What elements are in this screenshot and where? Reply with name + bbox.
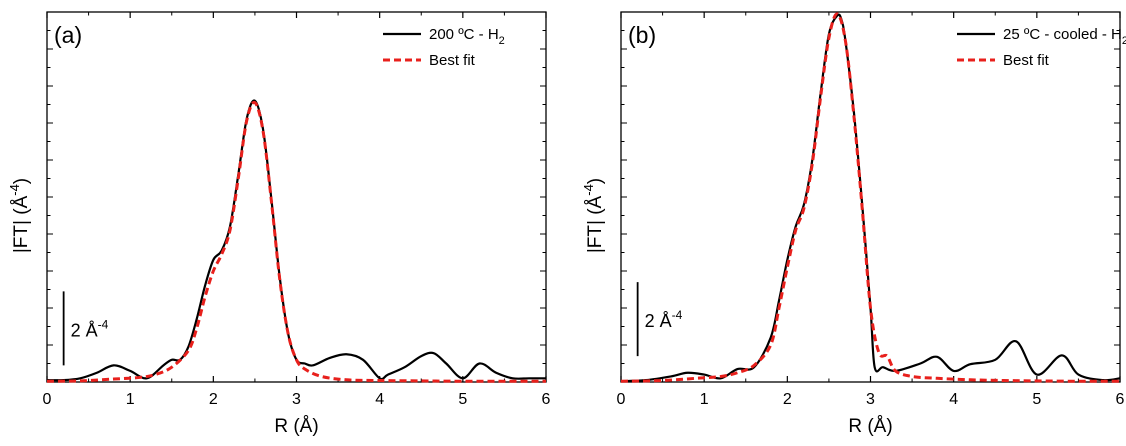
scale-bar-label-sup: -4: [672, 308, 683, 322]
x-tick-label: 0: [43, 391, 52, 408]
chart-panel-b: 0 1 2 3 4 5 6R (Å)|FT| (Å-4)(b)2 Å-425 ºC - co…: [581, 11, 1126, 437]
y-axis-label-text: |FT| (Å: [585, 195, 606, 253]
series-line-data: [46, 99, 546, 382]
y-axis-label: |FT| (Å-4): [581, 178, 606, 253]
x-tick-label: 2: [209, 391, 218, 408]
panel-label: (a): [54, 22, 82, 48]
x-tick-label: 3: [866, 391, 875, 408]
legend-entry-text: 200 ºC - H: [429, 26, 499, 43]
x-tick-label: 3: [292, 391, 301, 408]
x-tick-label: 2: [783, 391, 792, 408]
y-axis-label-sup: -4: [7, 184, 22, 196]
scale-bar-label-sup: -4: [98, 317, 109, 331]
legend-entry-text: 25 ºC - cooled - H: [1003, 26, 1122, 43]
x-tick-label: 1: [700, 391, 709, 408]
scale-bar-label-text: 2 Å: [645, 311, 672, 331]
legend-entry-text: Best fit: [429, 52, 476, 69]
y-axis-label: |FT| (Å-4): [7, 178, 32, 253]
series-line-data: [620, 13, 1121, 383]
legend-entry-text: Best fit: [1003, 52, 1050, 69]
x-axis-label: R (Å): [274, 416, 318, 437]
legend-entry: 200 ºC - H2: [429, 26, 505, 47]
x-tick-label: 6: [1116, 391, 1125, 408]
x-tick-label: 0: [617, 391, 626, 408]
y-axis-label-end: ): [585, 178, 606, 184]
scale-bar-label: 2 Å-4: [71, 317, 109, 340]
x-tick-label: 6: [542, 391, 551, 408]
scale-bar-label-text: 2 Å: [71, 320, 98, 340]
legend-entry: Best fit: [1003, 52, 1050, 69]
series-line-best-fit: [620, 12, 1121, 383]
x-tick-label: 5: [1032, 391, 1041, 408]
x-tick-label: 4: [949, 391, 958, 408]
y-axis-label-end: ): [11, 178, 32, 184]
x-tick-label: 1: [126, 391, 135, 408]
x-tick-label: 4: [375, 391, 384, 408]
y-axis-label-sup: -4: [581, 184, 596, 196]
legend-entry: 25 ºC - cooled - H2: [1003, 26, 1126, 47]
scale-bar-label: 2 Å-4: [645, 308, 683, 331]
legend-entry: Best fit: [429, 52, 476, 69]
series-line-best-fit: [46, 100, 546, 383]
panel-label: (b): [628, 22, 656, 48]
x-axis-label: R (Å): [848, 416, 892, 437]
legend-entry-sub: 2: [499, 35, 505, 47]
y-axis-label-text: |FT| (Å: [11, 195, 32, 253]
x-tick-label: 5: [458, 391, 467, 408]
legend-entry-sub: 2: [1122, 35, 1126, 47]
